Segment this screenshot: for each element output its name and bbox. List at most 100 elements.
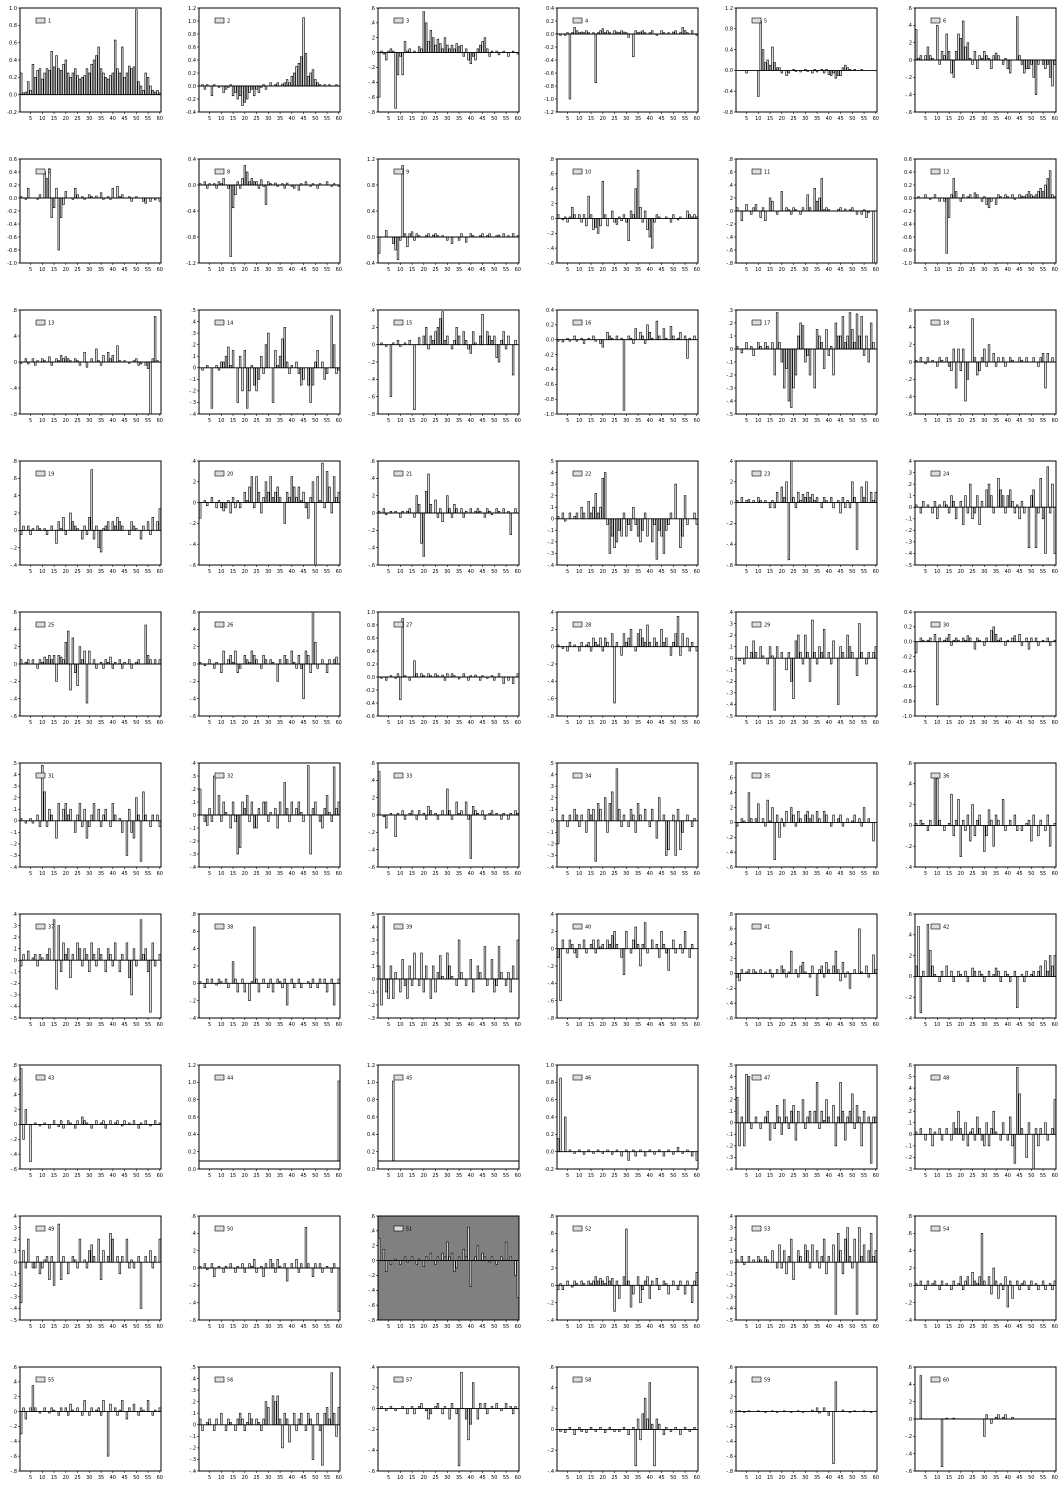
bar bbox=[642, 31, 644, 34]
y-tick-label: -.1 bbox=[905, 517, 912, 523]
y-tick-label: 0 bbox=[372, 977, 375, 983]
x-tick-label: 5 bbox=[387, 569, 390, 575]
y-tick-label: -.6 bbox=[726, 1016, 733, 1022]
x-tick-label: 55 bbox=[503, 418, 509, 424]
bar bbox=[465, 340, 467, 344]
bar bbox=[51, 1408, 53, 1412]
x-tick-label: 30 bbox=[265, 116, 271, 122]
bar bbox=[790, 461, 792, 503]
bar bbox=[60, 198, 62, 218]
y-tick-label: -.8 bbox=[726, 261, 733, 267]
bar bbox=[819, 198, 821, 211]
x-tick-label: 45 bbox=[1016, 871, 1022, 877]
x-tick-label: 35 bbox=[456, 1173, 462, 1179]
bar bbox=[948, 198, 950, 218]
bar bbox=[1002, 1123, 1004, 1135]
bar bbox=[769, 198, 771, 211]
bar bbox=[951, 362, 953, 371]
bar bbox=[574, 809, 576, 821]
bar bbox=[873, 822, 875, 841]
bar bbox=[642, 218, 644, 222]
bar bbox=[86, 1262, 88, 1268]
x-tick-label: 10 bbox=[39, 267, 45, 273]
bar bbox=[633, 1285, 635, 1294]
y-tick-label: .6 bbox=[907, 912, 912, 918]
y-tick-label: -.4 bbox=[368, 377, 375, 383]
y-tick-label: -.4 bbox=[189, 696, 196, 702]
x-tick-label: 25 bbox=[611, 1173, 617, 1179]
bar bbox=[244, 86, 246, 102]
bar bbox=[79, 1239, 81, 1262]
bar bbox=[840, 336, 842, 349]
y-tick-label: -0.6 bbox=[902, 684, 912, 690]
bar bbox=[385, 231, 387, 238]
y-tick-label: .3 bbox=[728, 621, 733, 627]
y-tick-label: -.3 bbox=[726, 691, 733, 697]
bar bbox=[402, 811, 404, 815]
x-tick-label: 40 bbox=[826, 871, 832, 877]
x-tick-label: 60 bbox=[515, 569, 521, 575]
bar bbox=[616, 1281, 618, 1285]
x-tick-label: 5 bbox=[745, 569, 748, 575]
bar bbox=[58, 69, 60, 95]
bar bbox=[223, 503, 225, 511]
bar bbox=[37, 526, 39, 530]
bar bbox=[147, 77, 149, 94]
bar bbox=[312, 612, 314, 664]
bar bbox=[49, 809, 51, 821]
x-tick-label: 30 bbox=[444, 569, 450, 575]
bar bbox=[133, 1121, 135, 1125]
x-tick-label: 25 bbox=[969, 418, 975, 424]
bar bbox=[656, 642, 658, 646]
bar bbox=[595, 1277, 597, 1286]
bar bbox=[277, 1396, 279, 1425]
legend-label: 28 bbox=[585, 623, 591, 629]
bar bbox=[974, 1281, 976, 1285]
x-tick-label: 25 bbox=[74, 569, 80, 575]
bar bbox=[51, 526, 53, 530]
x-tick-label: 5 bbox=[566, 418, 569, 424]
bar bbox=[656, 1278, 658, 1285]
bar bbox=[1033, 815, 1035, 825]
bar bbox=[995, 815, 997, 825]
bar bbox=[249, 1413, 251, 1425]
x-tick-label: 55 bbox=[1040, 418, 1046, 424]
y-tick-label: 0 bbox=[193, 981, 196, 987]
bar bbox=[995, 362, 997, 366]
y-tick-label: .6 bbox=[12, 1365, 17, 1371]
y-tick-label: -.4 bbox=[10, 1306, 17, 1312]
bar bbox=[640, 815, 642, 821]
bar bbox=[242, 1419, 244, 1425]
x-tick-label: 50 bbox=[849, 418, 855, 424]
bar bbox=[1040, 966, 1042, 976]
y-tick-label: -.2 bbox=[905, 844, 912, 850]
x-tick-label: 35 bbox=[456, 1022, 462, 1028]
bar bbox=[503, 332, 505, 345]
bar bbox=[790, 951, 792, 973]
bar bbox=[823, 497, 825, 502]
bar bbox=[1028, 1123, 1030, 1135]
y-tick-label: .4 bbox=[728, 459, 733, 465]
x-tick-label: 35 bbox=[814, 267, 820, 273]
bar bbox=[654, 638, 656, 647]
bar bbox=[128, 960, 130, 977]
plot-frame bbox=[20, 461, 161, 565]
y-tick-label: 0.4 bbox=[9, 170, 17, 176]
bar bbox=[830, 70, 832, 75]
bar bbox=[383, 1249, 385, 1260]
bar bbox=[505, 345, 507, 349]
y-tick-label: -.4 bbox=[726, 399, 733, 405]
x-tick-label: 50 bbox=[491, 267, 497, 273]
x-tick-label: 10 bbox=[397, 267, 403, 273]
x-tick-label: 40 bbox=[1005, 569, 1011, 575]
bar bbox=[423, 1261, 425, 1267]
bar bbox=[298, 979, 300, 983]
legend-label: 22 bbox=[585, 472, 591, 478]
x-tick-label: 45 bbox=[479, 1022, 485, 1028]
y-tick-label: -.2 bbox=[189, 1283, 196, 1289]
bar bbox=[642, 519, 644, 531]
bar bbox=[972, 507, 974, 519]
bar bbox=[117, 517, 119, 530]
bar bbox=[684, 931, 686, 948]
